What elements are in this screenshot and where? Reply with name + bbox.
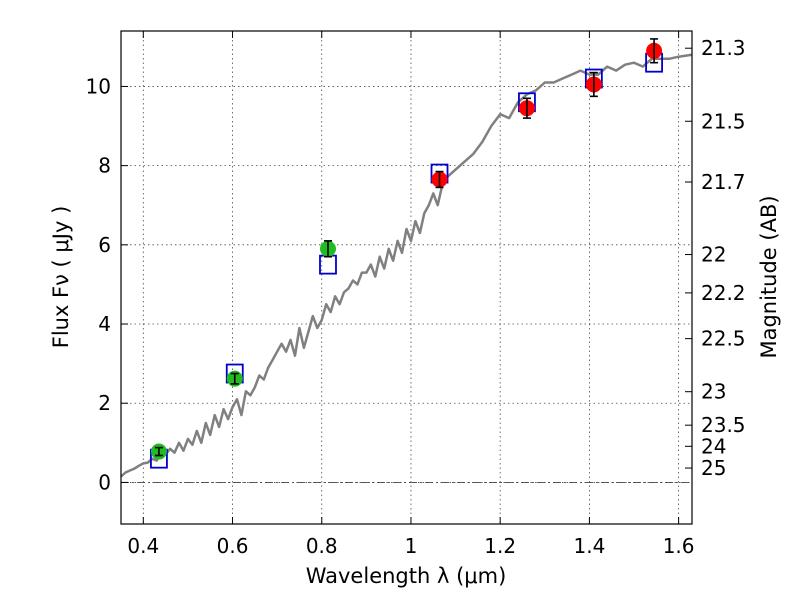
y-axis-label: Flux Fν ( μJy ) xyxy=(49,206,73,349)
model-photometry-series xyxy=(150,52,663,469)
mag-tick-label-7: 23.5 xyxy=(701,413,746,437)
magnitude-axis-label: Magnitude (AB) xyxy=(757,195,781,358)
x-tick-label-1: 0.6 xyxy=(217,534,249,558)
x-axis-label: Wavelength λ (μm) xyxy=(306,564,507,588)
y-tick-label-3: 6 xyxy=(98,233,111,257)
y-tick-label-0: 0 xyxy=(98,470,111,494)
x-tick-label-0: 0.4 xyxy=(127,534,159,558)
mag-tick-label-5: 22.5 xyxy=(701,327,746,351)
x-tick-label-5: 1.4 xyxy=(573,534,605,558)
spectrum-line xyxy=(120,53,693,478)
plot-frame xyxy=(120,30,693,525)
mag-tick-label-1: 21.5 xyxy=(701,109,746,133)
y-tick-label-5: 10 xyxy=(86,74,111,98)
mag-tick-label-4: 22.2 xyxy=(701,281,746,305)
y-tick-label-1: 2 xyxy=(98,391,111,415)
mag-tick-label-3: 22 xyxy=(701,243,726,267)
x-tick-label-2: 0.8 xyxy=(306,534,338,558)
y-axis-ticks: 0 2 4 6 8 10 xyxy=(86,74,128,494)
x-axis-ticks: 0.4 0.6 0.8 1 1.2 1.4 1.6 xyxy=(127,31,695,558)
y-tick-label-2: 4 xyxy=(98,312,111,336)
x-tick-label-6: 1.6 xyxy=(663,534,695,558)
mag-tick-label-8: 24 xyxy=(701,434,726,458)
model-square-2 xyxy=(319,254,337,275)
mag-tick-label-9: 25 xyxy=(701,456,726,480)
mag-tick-label-6: 23 xyxy=(701,380,726,404)
spectrum-series xyxy=(120,53,693,478)
x-tick-label-3: 1 xyxy=(405,534,418,558)
mag-tick-label-0: 21.3 xyxy=(701,36,746,60)
mag-tick-label-2: 21.7 xyxy=(701,170,746,194)
y-tick-label-4: 8 xyxy=(98,154,111,178)
x-tick-label-4: 1.2 xyxy=(484,534,516,558)
observed-photometry-series xyxy=(150,38,663,460)
grid xyxy=(121,31,692,524)
